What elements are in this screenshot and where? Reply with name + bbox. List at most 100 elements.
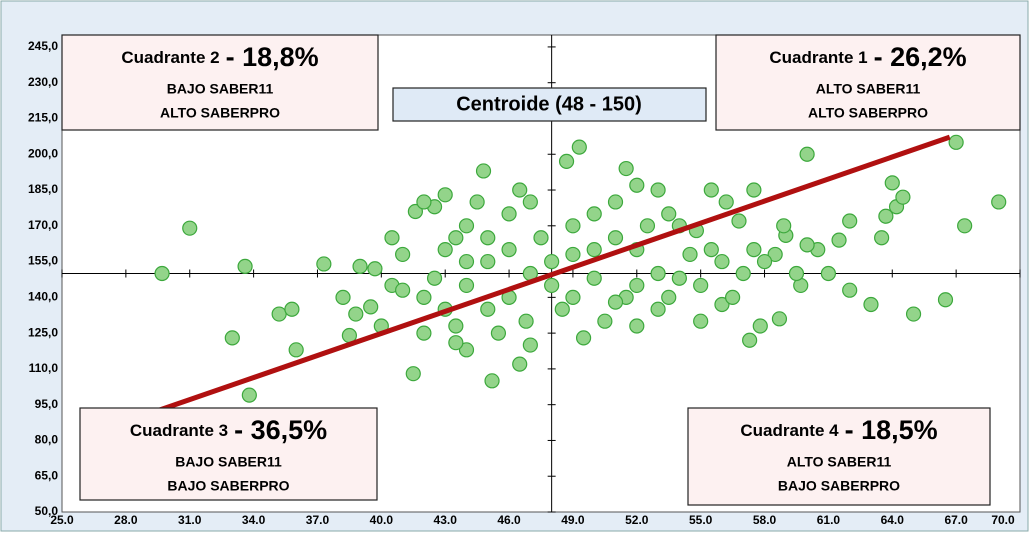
- point: [154, 265, 170, 282]
- y-tick-label: 200,0: [28, 146, 58, 160]
- point: [416, 289, 432, 305]
- x-tick-label: 70.0: [991, 513, 1015, 527]
- y-tick-label: 110,0: [29, 361, 59, 375]
- x-tick-label: 43.0: [434, 513, 458, 527]
- quadrant-line: BAJO SABER11: [167, 81, 274, 97]
- point: [416, 325, 432, 341]
- point: [490, 325, 507, 341]
- x-tick-label: 49.0: [561, 513, 585, 527]
- y-tick-label: 170,0: [28, 218, 58, 232]
- point: [735, 265, 751, 282]
- point: [448, 335, 464, 351]
- point: [448, 230, 464, 246]
- trendline: [159, 134, 951, 413]
- point: [458, 218, 475, 234]
- point: [607, 294, 624, 310]
- point: [714, 253, 730, 270]
- point: [565, 289, 581, 305]
- marks: [61, 35, 1021, 513]
- point: [586, 242, 602, 258]
- point: [788, 265, 805, 282]
- point: [948, 134, 964, 150]
- quadrant-title: Cuadrante 4: [740, 421, 839, 440]
- point: [629, 177, 645, 193]
- quadrant-percent: - 36,5%: [234, 415, 327, 445]
- point: [586, 206, 602, 222]
- point: [661, 206, 677, 222]
- point: [767, 246, 783, 263]
- point: [480, 230, 496, 246]
- quadrant-percent: - 18,5%: [845, 415, 938, 445]
- point: [241, 387, 257, 403]
- point: [480, 253, 496, 270]
- y-tick-label: 50,0: [35, 504, 59, 518]
- point: [384, 230, 400, 246]
- point: [395, 246, 411, 263]
- point: [437, 242, 453, 258]
- annotations: Centroide (48 - 150) Cuadrante 2 - 18,8% B…: [61, 34, 1021, 506]
- x-tick-label: 31.0: [178, 513, 202, 527]
- point: [895, 189, 911, 205]
- point: [661, 289, 677, 305]
- point: [831, 232, 847, 248]
- x-tick-label: 34.0: [242, 513, 266, 527]
- point: [799, 146, 815, 162]
- y-tick-label: 185,0: [28, 182, 58, 196]
- point: [714, 296, 730, 313]
- point: [863, 296, 879, 313]
- point: [284, 301, 300, 317]
- y-tick-label: 95,0: [35, 397, 59, 411]
- point: [682, 246, 698, 263]
- point: [575, 330, 592, 346]
- point: [842, 213, 858, 229]
- point: [937, 292, 954, 308]
- y-tick-label: 245,0: [28, 39, 58, 53]
- quadrant-line: ALTO SABERPRO: [160, 105, 280, 121]
- point: [458, 277, 475, 294]
- point: [288, 342, 304, 358]
- point: [629, 277, 645, 294]
- point: [395, 282, 411, 298]
- point: [501, 206, 517, 222]
- point: [501, 242, 517, 258]
- quadrant-heading: Cuadrante 4 - 18,5%: [740, 415, 937, 445]
- point: [426, 270, 443, 286]
- x-tick-label: 40.0: [370, 513, 394, 527]
- point: [731, 213, 747, 229]
- point: [905, 306, 922, 322]
- x-tick-label: 52.0: [625, 513, 649, 527]
- y-tick-label: 215,0: [28, 111, 58, 125]
- point: [874, 230, 890, 246]
- y-tick-label: 65,0: [35, 468, 59, 482]
- quadrant-line: BAJO SABERPRO: [167, 478, 289, 494]
- point: [335, 289, 351, 305]
- point: [363, 299, 379, 315]
- y-tick-label: 155,0: [28, 254, 58, 268]
- point: [884, 175, 900, 191]
- quadrant-percent: - 26,2%: [874, 42, 967, 72]
- point: [316, 256, 332, 272]
- quadrant-title: Cuadrante 2: [121, 48, 219, 67]
- point: [533, 230, 549, 246]
- point: [639, 218, 656, 234]
- point: [607, 230, 624, 246]
- quadrant-heading: Cuadrante 3 - 36,5%: [130, 415, 327, 445]
- quadrant-percent: - 18,8%: [226, 42, 319, 72]
- quadrant-box: [687, 407, 991, 506]
- x-tick-label: 46.0: [497, 513, 521, 527]
- point: [271, 306, 287, 322]
- point: [512, 182, 528, 198]
- point: [352, 258, 368, 274]
- x-tick-label: 64.0: [881, 513, 905, 527]
- point: [771, 311, 788, 327]
- point: [182, 220, 198, 236]
- point: [448, 318, 464, 334]
- point: [544, 277, 560, 294]
- point: [820, 265, 837, 282]
- point: [522, 194, 538, 210]
- point: [650, 265, 666, 282]
- point: [522, 337, 538, 353]
- point: [367, 261, 383, 277]
- quadrant-title: Cuadrante 1: [769, 48, 867, 67]
